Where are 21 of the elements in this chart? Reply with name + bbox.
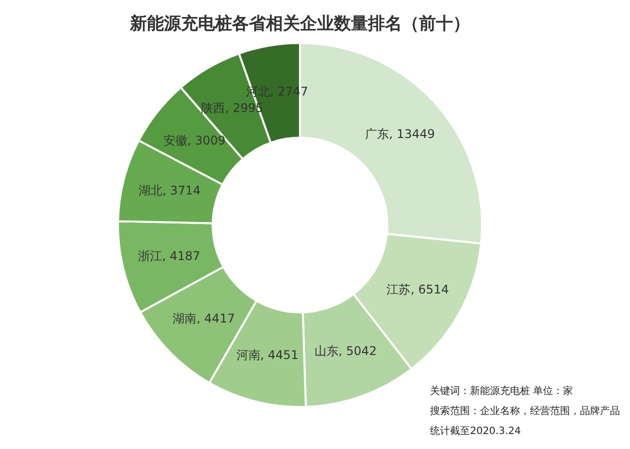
data-label: , 13449: [389, 126, 435, 141]
data-label: , 3009: [187, 134, 226, 148]
slice-label: 广东: [365, 126, 390, 141]
text: 搜索范围：企业名称，经营范围，品牌产品: [430, 404, 620, 419]
slice-label: 浙江: [138, 249, 162, 264]
text: 关键词：新能源充电桩 单位：家: [430, 384, 574, 399]
data-label: , 6514: [410, 282, 449, 296]
slice-label: 河南: [236, 348, 260, 362]
chart-title: 新能源充电桩各省相关企业数量排名（前十）: [128, 13, 471, 35]
slice-label: 湖北: [138, 184, 162, 198]
data-label: , 5042: [338, 344, 377, 358]
slice-label: 安徽: [163, 134, 188, 148]
data-label: , 4451: [260, 348, 298, 362]
text: 统计截至2020.3.24: [430, 424, 522, 439]
slice-label: 江苏: [386, 282, 411, 296]
slice-label: 陕西: [201, 100, 226, 115]
slice-label: 湖南: [172, 311, 197, 326]
data-label: , 3714: [162, 184, 201, 198]
data-label: , 4417: [196, 311, 235, 326]
data-label: , 4187: [162, 249, 200, 264]
slice-label: 山东: [314, 344, 339, 358]
